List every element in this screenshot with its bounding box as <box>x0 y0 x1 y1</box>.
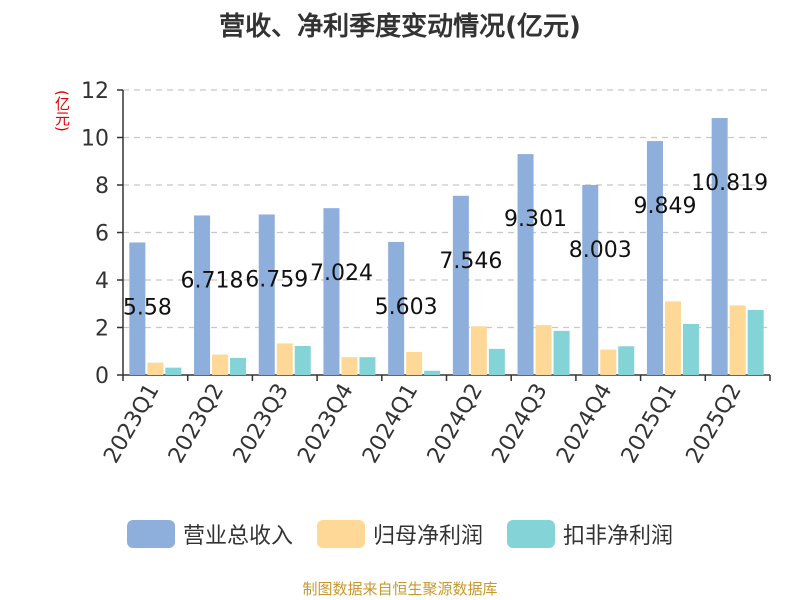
legend-item-non-recurring-profit[interactable]: 扣非净利润 <box>507 518 673 550</box>
legend-item-parent-profit[interactable]: 归母净利润 <box>316 518 483 550</box>
bar-parent-profit <box>147 362 164 375</box>
x-tick-label: 2025Q1 <box>617 380 682 468</box>
legend: 营业总收入 归母净利润 扣非净利润 <box>0 518 800 550</box>
x-tick-label: 2023Q2 <box>164 380 229 468</box>
x-tick-label: 2024Q4 <box>552 380 617 468</box>
bar-parent-profit <box>470 326 487 375</box>
legend-label-revenue: 营业总收入 <box>182 524 293 549</box>
legend-swatch-parent-profit <box>316 520 365 548</box>
bar-revenue <box>323 208 340 375</box>
data-label-revenue: 5.58 <box>123 295 172 320</box>
bar-parent-profit <box>664 301 681 375</box>
y-tick-label: 6 <box>95 222 109 247</box>
y-tick-label: 10 <box>81 127 109 152</box>
bar-parent-profit <box>729 305 746 375</box>
y-tick-label: 12 <box>81 79 109 104</box>
y-tick-label: 8 <box>95 174 109 199</box>
chart-title: 营收、净利季度变动情况(亿元) <box>219 12 581 42</box>
x-tick-label: 2024Q3 <box>487 380 552 468</box>
data-label-revenue: 5.603 <box>375 295 438 320</box>
data-label-revenue: 6.718 <box>181 268 244 293</box>
bar-non-recurring-profit <box>359 357 376 375</box>
bar-revenue <box>388 241 405 375</box>
x-tick-label: 2025Q2 <box>682 380 747 468</box>
bar-non-recurring-profit <box>165 367 182 375</box>
x-tick-label: 2024Q2 <box>423 379 488 467</box>
x-tick-label: 2023Q3 <box>229 380 294 468</box>
bar-revenue <box>517 154 534 375</box>
bar-non-recurring-profit <box>488 348 505 375</box>
bar-parent-profit <box>276 343 293 375</box>
bar-revenue <box>129 242 146 375</box>
legend-swatch-revenue <box>126 520 175 548</box>
bar-revenue <box>258 214 275 375</box>
bar-revenue <box>194 215 211 375</box>
bar-parent-profit <box>535 325 552 375</box>
data-label-revenue: 10.819 <box>691 171 768 196</box>
bar-parent-profit <box>341 357 358 375</box>
bar-non-recurring-profit <box>230 357 247 375</box>
data-label-revenue: 9.301 <box>504 207 567 232</box>
bar-revenue <box>711 118 728 375</box>
y-tick-label: 0 <box>95 364 109 389</box>
data-label-revenue: 8.003 <box>569 238 632 263</box>
legend-label-non-recurring-profit: 扣非净利润 <box>563 524 674 549</box>
x-tick-label: 2023Q1 <box>99 380 164 468</box>
bar-non-recurring-profit <box>294 346 311 375</box>
data-label-revenue: 6.759 <box>245 267 308 292</box>
y-tick-label: 4 <box>95 269 109 294</box>
bar-revenue <box>582 184 599 375</box>
legend-item-revenue[interactable]: 营业总收入 <box>126 518 293 550</box>
bar-non-recurring-profit <box>553 330 570 375</box>
data-label-revenue: 9.849 <box>633 194 696 219</box>
bar-parent-profit <box>406 351 423 375</box>
y-axis-unit: (亿元) <box>53 90 71 132</box>
bar-non-recurring-profit <box>618 346 635 375</box>
x-tick-label: 2023Q4 <box>293 380 358 468</box>
bar-non-recurring-profit <box>424 370 441 375</box>
bar-non-recurring-profit <box>682 323 699 375</box>
legend-label-parent-profit: 归母净利润 <box>372 524 483 549</box>
bar-parent-profit <box>212 354 229 375</box>
bar-revenue <box>646 141 663 375</box>
data-label-revenue: 7.546 <box>439 249 502 274</box>
bar-parent-profit <box>600 349 617 375</box>
y-tick-label: 2 <box>95 317 109 342</box>
data-source-footer: 制图数据来自恒生聚源数据库 <box>302 580 498 598</box>
bar-revenue <box>452 195 469 375</box>
data-label-revenue: 7.024 <box>310 261 373 286</box>
legend-swatch-non-recurring-profit <box>507 520 555 548</box>
x-tick-label: 2024Q1 <box>358 380 423 468</box>
bar-non-recurring-profit <box>747 309 764 375</box>
